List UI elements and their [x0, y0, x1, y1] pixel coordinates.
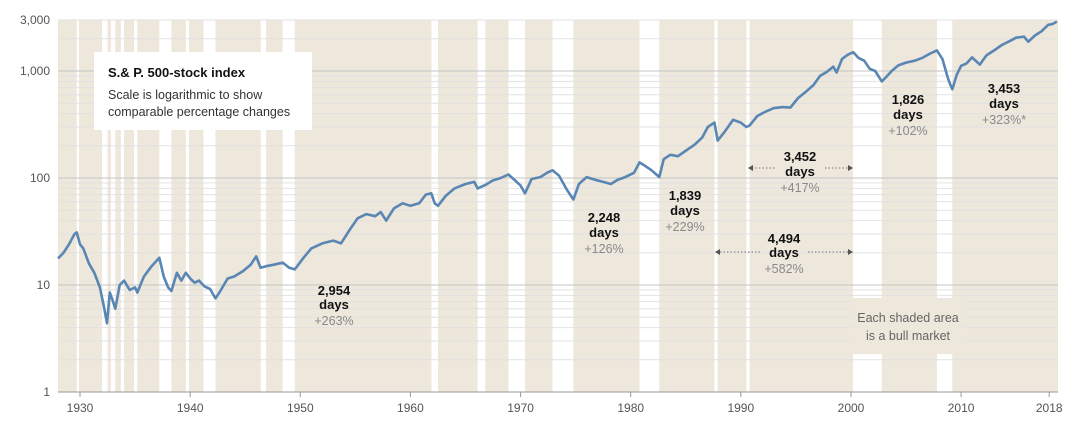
x-tick-label: 1950	[287, 401, 314, 415]
bull-market-band	[485, 20, 509, 392]
arrow-left-icon	[748, 165, 753, 171]
y-tick-label: 3,000	[20, 13, 50, 27]
bull-market-band	[58, 20, 77, 392]
sp500-line	[57, 20, 1058, 325]
shading-note-line-2: is a bull market	[866, 329, 951, 343]
annotation-days-unit: days	[769, 245, 799, 260]
annotation-days-unit: days	[785, 164, 815, 179]
x-axis: 1930 1940 1950 1960 1970 1980 1990 2000 2010 2018	[67, 392, 1063, 415]
annotation-1990: 3,452 days +417%	[748, 149, 853, 195]
annotation-percent: +417%	[780, 181, 819, 195]
annotation-2002: 1,826 days +102%	[888, 92, 927, 138]
annotation-days-unit: days	[989, 96, 1019, 111]
x-tick-label: 1980	[617, 401, 644, 415]
annotation-1982: 1,839 days +229%	[665, 188, 704, 234]
shading-note-line-1: Each shaded area	[857, 311, 959, 325]
title-box: S.& P. 500-stock index Scale is logarith…	[94, 52, 312, 130]
bull-market-band	[525, 20, 553, 392]
annotation-days-value: 1,826	[892, 92, 925, 107]
x-tick-label: 2010	[948, 401, 975, 415]
gridlines	[58, 19, 1058, 393]
title-box-background	[94, 52, 312, 130]
bull-market-band	[438, 20, 478, 392]
annotation-days-value: 1,839	[669, 188, 702, 203]
chart-subtitle-line-2: comparable percentage changes	[108, 105, 290, 119]
annotation-days-value: 2,954	[318, 283, 351, 298]
bull-market-band	[124, 20, 134, 392]
x-tick-label: 1940	[177, 401, 204, 415]
shading-note-background	[852, 298, 964, 354]
arrow-right-icon	[848, 249, 853, 255]
annotation-percent: +263%	[314, 314, 353, 328]
annotation-1974: 2,248 days +126%	[584, 210, 623, 256]
annotation-percent: +102%	[888, 124, 927, 138]
x-tick-label: 1960	[397, 401, 424, 415]
arrow-right-icon	[848, 165, 853, 171]
annotation-days-unit: days	[589, 225, 619, 240]
y-tick-label: 1	[43, 385, 50, 399]
annotation-days-unit: days	[893, 107, 923, 122]
annotation-days-unit: days	[670, 203, 700, 218]
chart-title: S.& P. 500-stock index	[108, 65, 246, 80]
annotation-1949: 2,954 days +263%	[314, 283, 353, 328]
x-tick-label: 1930	[67, 401, 94, 415]
x-tick-label: 1970	[507, 401, 534, 415]
annotation-percent: +229%	[665, 220, 704, 234]
annotation-days-value: 3,453	[988, 81, 1021, 96]
bull-market-band	[749, 20, 854, 392]
annotation-days-value: 3,452	[784, 149, 817, 164]
annotation-percent: +323%*	[982, 113, 1026, 127]
annotation-1987: 4,494 days +582%	[715, 231, 853, 276]
annotation-days-unit: days	[319, 297, 349, 312]
y-tick-label: 10	[37, 278, 51, 292]
x-tick-label: 2000	[838, 401, 865, 415]
bull-market-band	[107, 20, 111, 392]
bull-market-band	[573, 20, 640, 392]
bull-market-band	[115, 20, 121, 392]
y-tick-label: 100	[30, 171, 50, 185]
chart-subtitle-line-1: Scale is logarithmic to show	[108, 88, 263, 102]
annotation-percent: +126%	[584, 242, 623, 256]
annotation-2009: 3,453 days +323%*	[982, 81, 1026, 127]
annotation-days-value: 2,248	[588, 210, 621, 225]
annotation-percent: +582%	[764, 262, 803, 276]
bull-market-band	[659, 20, 715, 392]
bull-market-band	[717, 20, 747, 392]
y-tick-label: 1,000	[20, 64, 50, 78]
annotation-days-value: 4,494	[768, 231, 801, 246]
x-tick-label: 2018	[1036, 401, 1063, 415]
y-axis: 1 10 100 1,000 3,000	[20, 13, 50, 399]
arrow-left-icon	[715, 249, 720, 255]
bull-market-band	[952, 20, 1058, 392]
shading-note: Each shaded area is a bull market	[852, 298, 964, 354]
x-tick-label: 1990	[727, 401, 754, 415]
